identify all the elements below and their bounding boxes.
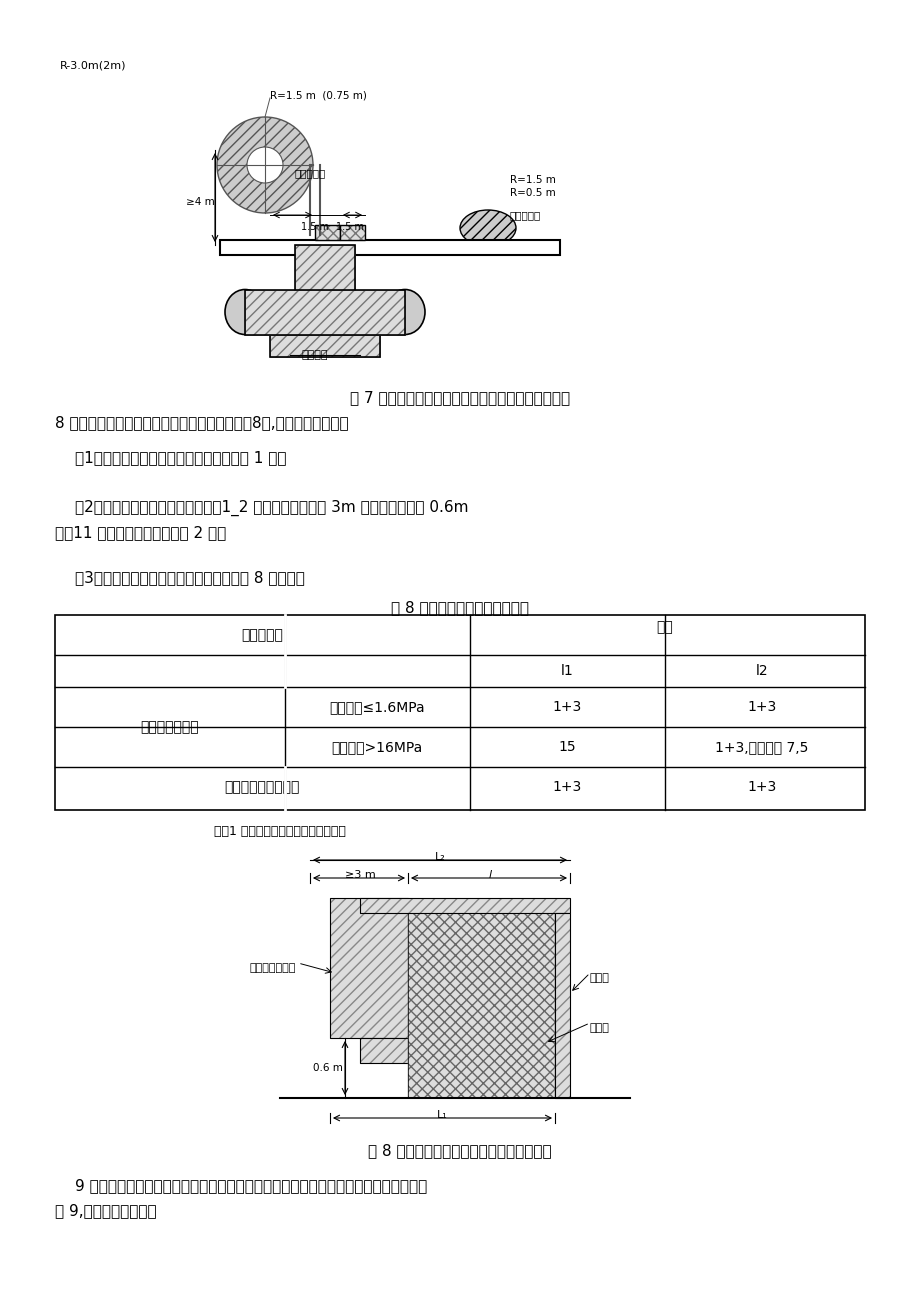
Bar <box>314 225 340 239</box>
Text: 液体表面: 液体表面 <box>301 350 328 360</box>
Text: ≥4 m: ≥4 m <box>186 196 214 207</box>
Text: 1+3: 1+3 <box>551 700 581 714</box>
Text: 释放源: 释放源 <box>589 1023 609 1033</box>
Text: 封闭墙: 封闭墙 <box>589 973 609 984</box>
Bar <box>244 290 404 334</box>
Text: 1.5 m: 1.5 m <box>335 222 364 232</box>
Text: 距离: 距离 <box>656 621 673 634</box>
Text: （1）易燃液体泵房和阀室内部空间应划为 1 区；: （1）易燃液体泵房和阀室内部空间应划为 1 区； <box>75 450 286 464</box>
Bar <box>220 239 560 255</box>
Bar <box>295 245 355 334</box>
Bar <box>340 225 365 239</box>
Text: 1+3: 1+3 <box>551 781 581 794</box>
Bar <box>359 898 570 913</box>
Bar <box>269 334 380 356</box>
Bar <box>330 898 407 1038</box>
Ellipse shape <box>460 209 516 246</box>
Text: 1.5 m: 1.5 m <box>301 222 329 232</box>
Text: 表 8 危险区边界与释放源的距离: 表 8 危险区边界与释放源的距离 <box>391 600 528 615</box>
Text: 工作压力≤1.6MPa: 工作压力≤1.6MPa <box>329 700 425 714</box>
Bar <box>359 898 570 913</box>
Bar <box>269 334 380 356</box>
Bar <box>340 225 365 239</box>
Bar <box>407 913 554 1098</box>
Text: 图 8 易燃液体泵房、阀室爆炸危险区域划分: 图 8 易燃液体泵房、阀室爆炸危险区域划分 <box>368 1144 551 1158</box>
Bar <box>55 615 864 811</box>
Text: 通气管管口: 通气管管口 <box>295 168 326 178</box>
Text: 释放源名称: 释放源名称 <box>241 628 283 641</box>
Text: 易燃液体输送泵: 易燃液体输送泵 <box>141 719 199 734</box>
Text: R=0.5 m: R=0.5 m <box>509 189 555 198</box>
Text: 1+3: 1+3 <box>746 781 776 794</box>
Text: 9 易燃液体泵棚、露天泵站的泵和配管的阀门、法兰等为释放源的爆炸危险区域划分如: 9 易燃液体泵棚、露天泵站的泵和配管的阀门、法兰等为释放源的爆炸危险区域划分如 <box>75 1177 426 1193</box>
Bar <box>554 913 570 1098</box>
Text: 0.6 m: 0.6 m <box>312 1063 343 1073</box>
Text: 高、11 范围以内的空间应划为 2 区；: 高、11 范围以内的空间应划为 2 区； <box>55 526 226 540</box>
Circle shape <box>246 147 283 183</box>
Bar <box>407 913 554 1098</box>
Text: 图 7 储存易燃液体的覆土卧式油罐爆炸危险区域划分: 图 7 储存易燃液体的覆土卧式油罐爆炸危险区域划分 <box>349 390 570 405</box>
Circle shape <box>217 117 312 213</box>
Text: 密封卸油口: 密封卸油口 <box>509 209 540 220</box>
Text: ≥3 m: ≥3 m <box>345 870 375 879</box>
Bar <box>554 913 570 1098</box>
Text: （3）危险区边界与释放源的距离应符合表 8 的规定。: （3）危险区边界与释放源的距离应符合表 8 的规定。 <box>75 570 304 585</box>
Bar <box>330 898 407 1038</box>
Text: L₂: L₂ <box>434 852 445 863</box>
Text: 1+3,且不小于 7,5: 1+3,且不小于 7,5 <box>715 740 808 755</box>
Text: 图 9,应符合下列规定：: 图 9,应符合下列规定： <box>55 1203 156 1218</box>
Text: 8 易燃液体泵房、阀室的爆炸危险区域划分（图8）,应符合下列规定：: 8 易燃液体泵房、阀室的爆炸危险区域划分（图8）,应符合下列规定： <box>55 415 348 431</box>
Text: l: l <box>488 870 491 879</box>
Text: l2: l2 <box>754 664 767 678</box>
Text: R=1.5 m: R=1.5 m <box>509 176 555 185</box>
Text: l1: l1 <box>560 664 573 678</box>
Text: L₁: L₁ <box>437 1110 447 1120</box>
Text: （2）有孔墙或开式墙外与墙等高、1_2 范围以内且不小于 3m 的空间及距地坪 0.6m: （2）有孔墙或开式墙外与墙等高、1_2 范围以内且不小于 3m 的空间及距地坪 … <box>75 500 468 516</box>
Text: R=1.5 m  (0.75 m): R=1.5 m (0.75 m) <box>269 90 367 100</box>
Text: 工作压力>16MPa: 工作压力>16MPa <box>331 740 422 755</box>
Bar <box>314 225 340 239</box>
Text: 15: 15 <box>558 740 575 755</box>
Text: 易燃液体法兰、阀门: 易燃液体法兰、阀门 <box>224 781 300 794</box>
Ellipse shape <box>384 290 425 334</box>
Text: 有孔墙或开式墙: 有孔墙或开式墙 <box>250 963 296 973</box>
Text: R-3.0m(2m): R-3.0m(2m) <box>60 60 127 70</box>
Bar <box>244 290 404 334</box>
Text: 注：1 标识释放源至泵房外墙的距离。: 注：1 标识释放源至泵房外墙的距离。 <box>214 825 346 838</box>
Bar <box>359 1038 407 1063</box>
Bar <box>295 245 355 334</box>
Bar <box>359 1038 407 1063</box>
Ellipse shape <box>225 290 265 334</box>
Text: 1+3: 1+3 <box>746 700 776 714</box>
